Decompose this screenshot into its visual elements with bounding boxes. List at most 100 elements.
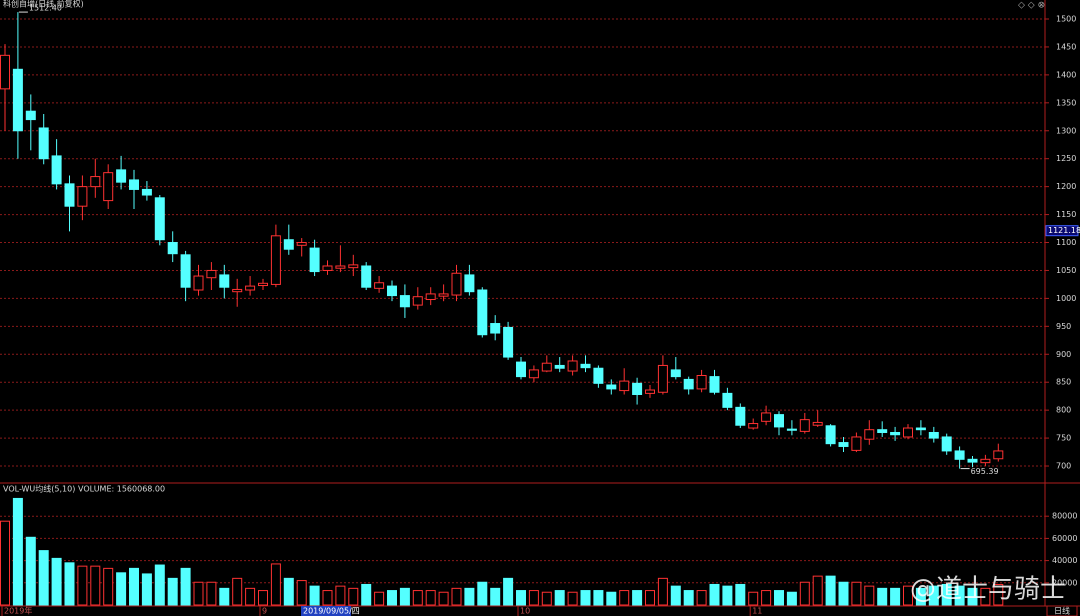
volume-bar: [786, 591, 797, 606]
candle-body: [554, 364, 565, 369]
candle-body: [528, 369, 539, 379]
volume-bar: [12, 497, 23, 606]
volume-bar: [554, 590, 565, 606]
candle-body: [206, 269, 217, 279]
y-tick-label: 750: [1056, 434, 1071, 443]
y-tick-label: 1100: [1056, 238, 1076, 247]
candle-body: [928, 431, 939, 439]
volume-bar: [838, 581, 849, 606]
volume-bar: [296, 580, 307, 606]
y-tick-label: 1500: [1056, 15, 1076, 24]
volume-bar: [774, 590, 784, 606]
y-tick-label: 1000: [1056, 294, 1076, 303]
volume-bar: [25, 536, 36, 606]
volume-bar: [438, 591, 449, 606]
candle-body: [425, 293, 436, 301]
volume-bar: [38, 550, 49, 606]
volume-bar: [657, 577, 668, 606]
candle-body: [593, 367, 604, 384]
volume-bar: [967, 587, 978, 606]
volume-bar: [451, 587, 462, 606]
candle-body: [709, 376, 720, 393]
candle-body: [825, 425, 836, 445]
candle-body: [438, 293, 449, 297]
candle-body: [580, 363, 591, 369]
candle-body: [103, 172, 114, 202]
candle-body: [219, 274, 230, 288]
candle-body: [632, 382, 643, 395]
volume-title: VOL-WU均线(5,10): [3, 484, 75, 494]
y-tick-label: 950: [1056, 322, 1071, 331]
volume-bar: [735, 583, 746, 606]
period-box: [1046, 605, 1078, 616]
candle-body: [283, 239, 294, 250]
volume-bar: [103, 567, 114, 606]
volume-bar: [683, 590, 694, 606]
y-tick-label: 800: [1056, 406, 1071, 415]
candle-body: [864, 429, 875, 440]
candle-body: [657, 364, 668, 393]
volume-bar: [645, 590, 655, 606]
volume-bar: [374, 591, 385, 606]
x-tick-label: 11: [752, 607, 762, 616]
volume-bar: [193, 581, 204, 606]
candle-body: [12, 68, 23, 132]
period-label: 日线: [1054, 606, 1070, 616]
volume-bar: [503, 577, 514, 606]
candle-body: [696, 374, 707, 390]
volume-bar: [812, 575, 823, 606]
y-tick-label: 1350: [1056, 98, 1076, 107]
volume-bar: [399, 587, 410, 606]
volume-readout: VOLUME: 1560068.00: [78, 485, 165, 494]
candle-body: [722, 392, 733, 408]
volume-bar: [528, 590, 539, 606]
candle-body: [51, 155, 62, 185]
volume-bar: [915, 587, 926, 606]
volume-bar: [593, 590, 604, 606]
volume-bar: [851, 581, 862, 606]
toolbar-icon[interactable]: ◇ ◇ ⊗: [1018, 1, 1045, 11]
volume-bar: [799, 581, 810, 606]
candle-body: [503, 326, 514, 358]
y-tick-label: 1450: [1056, 42, 1076, 51]
candle-body: [851, 436, 862, 451]
volume-bar: [180, 567, 191, 606]
last-price-box: [1045, 225, 1079, 237]
volume-bar: [993, 583, 1004, 606]
watermark: @道士与骑士: [910, 575, 1066, 605]
candle-body: [954, 450, 965, 460]
candle-body: [490, 323, 501, 334]
volume-bar: [64, 562, 75, 606]
candle-body: [670, 369, 681, 378]
volume-bar: [709, 583, 720, 606]
candle-body: [877, 429, 888, 433]
y2-tick-label: 80000: [1052, 512, 1077, 521]
candle-body: [567, 360, 578, 372]
volume-bar: [541, 591, 552, 606]
candle-body: [232, 288, 243, 293]
volume-bar: [77, 565, 88, 606]
volume-bar: [748, 591, 759, 606]
candle-body: [464, 274, 475, 293]
volume-bar: [490, 587, 501, 606]
volume-bar: [619, 590, 630, 606]
candle-body: [309, 247, 320, 273]
volume-bar: [232, 577, 243, 606]
candle-body: [77, 186, 88, 207]
volume-bar: [116, 572, 127, 606]
volume-bar: [941, 583, 952, 606]
x-tick-label: 10: [520, 607, 530, 616]
candle-body: [25, 110, 36, 121]
volume-bar: [258, 590, 268, 606]
candle-body: [812, 421, 823, 426]
candle-body: [141, 188, 152, 196]
candle-body: [90, 176, 101, 188]
candle-body: [296, 242, 307, 246]
candle-body: [606, 384, 617, 390]
candle-body: [903, 427, 913, 438]
candle-body: [619, 380, 630, 392]
candle-body: [38, 127, 49, 160]
y2-tick-label: 40000: [1052, 556, 1077, 565]
candle-body: [683, 378, 694, 390]
